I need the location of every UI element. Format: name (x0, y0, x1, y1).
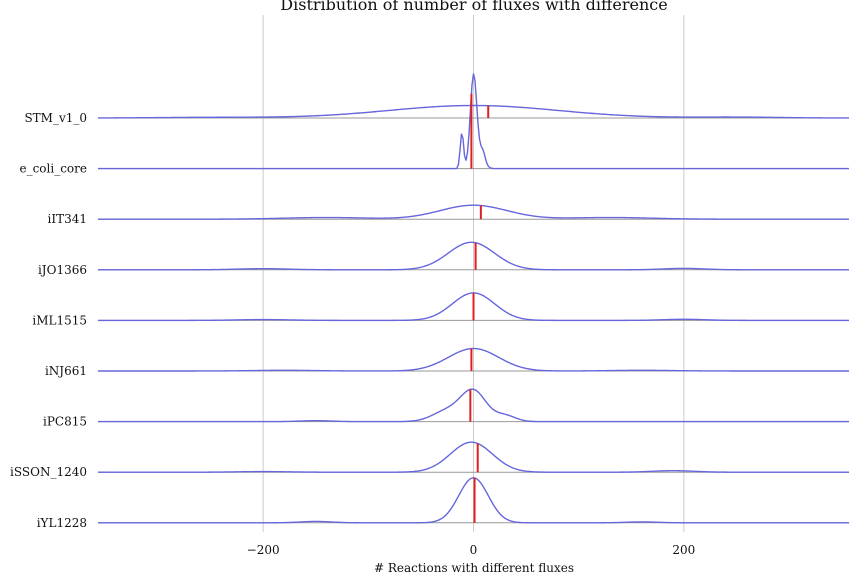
row-label: e_coli_core (19, 162, 87, 176)
density-curve (98, 241, 849, 271)
row-label: iPC815 (43, 415, 87, 429)
row-label: STM_v1_0 (24, 111, 87, 125)
row-label: iIT341 (48, 212, 88, 226)
x-tick-label: 0 (470, 543, 478, 557)
density-curve (98, 477, 849, 524)
density-curve (98, 204, 849, 220)
x-tick-label: −200 (247, 543, 280, 557)
row-label: iYL1228 (37, 516, 87, 530)
row-label: iJO1366 (38, 263, 87, 277)
density-curve (97, 104, 849, 119)
x-tick-label: 200 (672, 543, 695, 557)
density-curve (98, 347, 849, 372)
x-axis-label: # Reactions with different fluxes (374, 561, 574, 575)
label-layer: −200 0 200 STM_v1_0 e_coli_core iIT341 iJO1366… (10, 111, 695, 557)
row-label: iNJ661 (45, 364, 87, 378)
grid-layer (262, 15, 685, 532)
chart-title: Distribution of number of fluxes with di… (280, 0, 667, 14)
density-curve (98, 73, 849, 170)
density-curve (98, 388, 849, 423)
row-label: iSSON_1240 (10, 465, 87, 479)
density-curve (98, 441, 849, 473)
ridge-layer (97, 73, 849, 524)
row-label: iML1515 (32, 313, 87, 327)
